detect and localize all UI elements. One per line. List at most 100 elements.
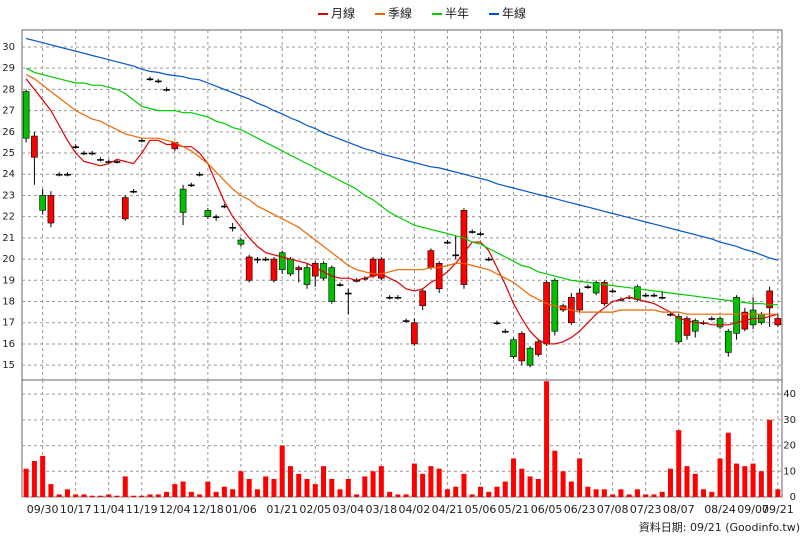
volume-bar <box>23 468 29 497</box>
volume-bar <box>246 479 252 497</box>
volume-bar <box>775 489 781 497</box>
candle-body <box>584 286 592 288</box>
candle-body <box>254 258 261 261</box>
y-tick-label: 29 <box>2 63 15 74</box>
candle-body <box>88 152 96 155</box>
volume-bar <box>387 491 393 497</box>
y-tick-label: 24 <box>2 169 15 180</box>
x-tick-label: 03/04 <box>332 503 364 516</box>
candle-body <box>411 322 418 345</box>
volume-bar <box>271 479 277 497</box>
x-tick-label: 11/19 <box>126 503 158 516</box>
candle-body <box>113 161 121 163</box>
candle-body <box>22 91 30 139</box>
candle-body <box>39 195 46 211</box>
volume-bar <box>725 432 731 497</box>
candle-body <box>601 282 608 304</box>
volume-bar <box>767 419 773 497</box>
candle-body <box>733 296 740 334</box>
candle-body <box>138 140 146 142</box>
volume-bar <box>296 473 302 497</box>
ma-line <box>25 37 779 261</box>
x-tick-label: 02/05 <box>299 503 331 516</box>
volume-bar <box>511 458 517 497</box>
volume-bar <box>577 458 583 497</box>
volume-bar <box>568 481 574 497</box>
candle-body <box>394 296 402 299</box>
volume-bar <box>321 466 327 497</box>
y-tick-label: 30 <box>2 42 15 53</box>
candle-body <box>97 159 104 161</box>
volume-bar <box>337 489 343 497</box>
volume-bar <box>279 445 285 497</box>
volume-bar <box>81 494 87 497</box>
candle-body <box>278 252 286 270</box>
volume-bar <box>304 479 310 497</box>
volume-bar <box>444 489 450 497</box>
y2-tick-label: 10 <box>783 466 796 477</box>
price-frame <box>21 29 783 381</box>
volume-bar <box>139 495 145 497</box>
ma-line <box>25 78 779 345</box>
volume-bar <box>477 486 483 497</box>
volume-bar <box>659 491 665 497</box>
candle-body <box>311 263 319 277</box>
candle-body <box>64 173 71 176</box>
candle-body <box>460 210 468 285</box>
candle-body <box>427 250 435 268</box>
volume-bar <box>453 486 459 497</box>
candle-body <box>609 290 616 293</box>
y2-tick-label: 0 <box>790 492 796 503</box>
y-tick-label: 25 <box>2 148 15 159</box>
candle-body <box>468 231 476 233</box>
y-tick-label: 17 <box>2 318 15 329</box>
volume-bar <box>362 476 368 497</box>
volume-bar <box>188 491 194 497</box>
candle-body <box>725 330 732 353</box>
candle-body <box>55 173 63 176</box>
volume-bar <box>230 489 236 497</box>
volume-bar <box>618 489 624 497</box>
candle-body <box>402 320 410 322</box>
y-tick-label: 28 <box>2 84 15 95</box>
candle-body <box>212 216 220 218</box>
y-tick-label: 19 <box>2 275 15 286</box>
x-tick-label: 09/30 <box>27 503 59 516</box>
volume-bar <box>684 466 690 497</box>
volume-bar <box>717 458 723 497</box>
volume-bar <box>213 491 219 497</box>
volume-bar <box>56 494 62 497</box>
volume-bar <box>742 466 748 497</box>
y2-tick-label: 40 <box>783 389 796 400</box>
x-tick-label: 11/04 <box>93 503 125 516</box>
volume-bar <box>197 494 203 497</box>
volume-bar <box>31 461 37 497</box>
x-tick-label: 04/21 <box>432 503 464 516</box>
y2-tick-label: 30 <box>783 415 796 426</box>
ma-line <box>25 67 778 306</box>
volume-bar <box>378 466 384 497</box>
x-tick-label: 06/23 <box>564 503 596 516</box>
candle-body <box>766 290 773 309</box>
volume-bar <box>436 468 442 497</box>
candle-body <box>650 294 658 297</box>
legend-label: 年線 <box>502 6 526 21</box>
x-tick-label: 07/23 <box>630 503 662 516</box>
x-tick-label: 12/18 <box>192 503 224 516</box>
candle-body <box>47 195 55 224</box>
volume-bar <box>494 486 500 497</box>
volume-bar <box>469 494 475 497</box>
candle-body <box>501 330 509 333</box>
candle-body <box>345 292 352 295</box>
x-tick-label: 06/05 <box>531 503 563 516</box>
candle-body <box>155 80 162 83</box>
volume-bar <box>651 494 657 497</box>
x-tick-label: 10/17 <box>60 503 92 516</box>
candle-body <box>576 292 583 311</box>
candle-body <box>543 282 550 345</box>
x-tick-label: 08/07 <box>663 503 695 516</box>
volume-bar <box>403 494 409 497</box>
x-tick-label: 01/06 <box>225 503 257 516</box>
ma-line <box>25 73 778 315</box>
volume-bar <box>147 494 153 497</box>
